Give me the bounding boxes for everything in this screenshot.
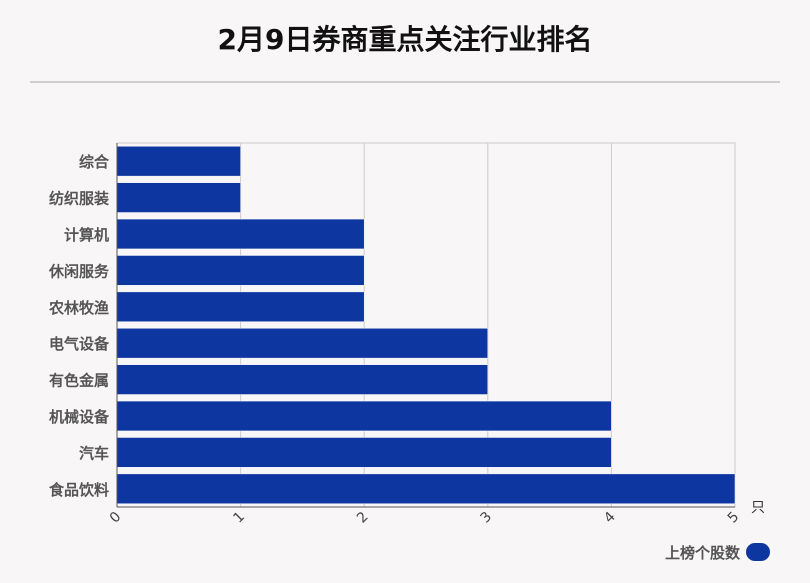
chart-title: 2月9日券商重点关注行业排名 bbox=[217, 23, 593, 56]
category-label: 计算机 bbox=[64, 226, 109, 244]
legend-label: 上榜个股数 bbox=[664, 543, 740, 562]
legend-swatch bbox=[746, 543, 770, 561]
x-tick-label: 4 bbox=[601, 509, 619, 527]
bar-9 bbox=[116, 473, 736, 504]
category-label: 纺织服装 bbox=[49, 190, 110, 208]
category-label: 有色金属 bbox=[49, 372, 109, 390]
x-tick-label: 3 bbox=[478, 509, 496, 527]
bar-4 bbox=[116, 291, 365, 322]
category-label: 农林牧渔 bbox=[48, 299, 109, 317]
x-tick-label: 0 bbox=[107, 509, 125, 527]
category-label: 汽车 bbox=[79, 444, 109, 462]
legend[interactable]: 上榜个股数 bbox=[665, 541, 770, 563]
bar-5 bbox=[116, 328, 489, 359]
bar-6 bbox=[116, 364, 489, 395]
category-label: 综合 bbox=[79, 153, 110, 171]
bar-1 bbox=[116, 182, 241, 213]
x-tick-label: 2 bbox=[354, 509, 372, 527]
bar-8 bbox=[116, 437, 612, 468]
title-divider bbox=[30, 81, 780, 83]
bar-7 bbox=[116, 400, 612, 432]
bar-0 bbox=[116, 146, 241, 177]
category-label: 休闲服务 bbox=[48, 262, 110, 280]
bar-3 bbox=[116, 255, 365, 286]
category-label: 食品饮料 bbox=[49, 481, 109, 499]
bar-2 bbox=[116, 218, 365, 250]
category-label: 机械设备 bbox=[49, 408, 110, 426]
x-tick-label: 1 bbox=[230, 509, 248, 527]
x-unit-label: 只 bbox=[751, 500, 765, 516]
x-tick-label: 5 bbox=[725, 509, 743, 527]
category-label: 电气设备 bbox=[49, 335, 110, 353]
